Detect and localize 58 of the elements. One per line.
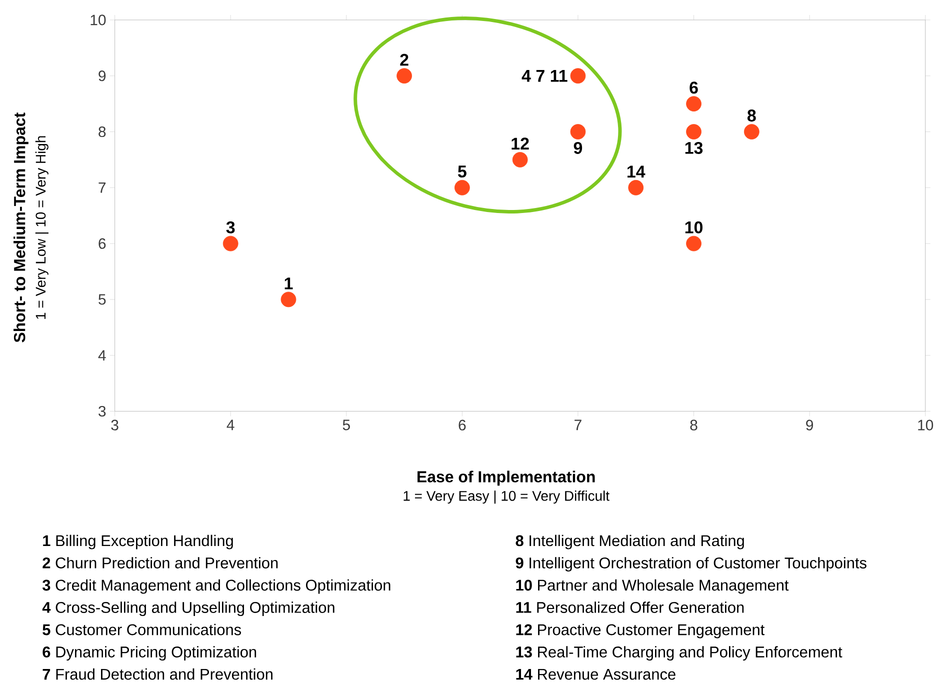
text: 5 Customer Communications: [42, 624, 242, 636]
annotation: 13: [685, 142, 703, 154]
text: 6 Dynamic Pricing Optimization: [42, 646, 256, 661]
text: 3 Credit Management and Collections Optimization: [42, 579, 390, 594]
point: [744, 124, 760, 140]
y-tick-label: 5: [98, 294, 106, 305]
annotation: 9: [574, 142, 582, 154]
y-tick-label: 8: [98, 126, 106, 138]
y-axis-title: Short- to Medium-Term Impact: [14, 112, 28, 342]
y-tick-label: 10: [90, 14, 106, 26]
point: [222, 236, 238, 252]
text: 10 Partner and Wholesale Management: [516, 579, 789, 594]
y-tick-label: 9: [98, 70, 106, 82]
point: [512, 152, 528, 168]
text: 1 = Very Low | 10 = Very High: [35, 136, 48, 319]
x-tick-label: 8: [690, 420, 698, 430]
annotation: 3: [226, 221, 235, 234]
annotation: 12: [512, 138, 529, 150]
point: [686, 236, 702, 252]
point: [396, 68, 412, 84]
text: 8 Intelligent Mediation and Rating: [516, 534, 744, 550]
annotation: 5: [458, 166, 466, 178]
text: 7 Fraud Detection and Prevention: [42, 668, 272, 680]
y-tick-label: 4: [98, 350, 106, 361]
annotation: 6: [690, 82, 698, 94]
x-tick-label: 4: [226, 420, 234, 430]
annotation: 1: [284, 278, 293, 290]
annotation: 2: [400, 54, 408, 66]
x-tick-label: 5: [342, 420, 350, 430]
x-tick-label: 6: [458, 420, 466, 430]
text: 9 Intelligent Orchestration of Customer Touchpoints: [516, 557, 866, 572]
text: 13 Real-Time Charging and Policy Enforcement: [516, 646, 842, 661]
annotation: 10: [685, 221, 702, 234]
text: 2 Churn Prediction and Prevention: [42, 557, 278, 569]
x-tick-label: 9: [806, 420, 814, 430]
point: [686, 124, 702, 140]
y-tick-label: 6: [98, 238, 106, 249]
y-tick-label: 3: [98, 406, 106, 417]
point: [628, 180, 644, 196]
annotation: 8: [747, 110, 756, 122]
point: [454, 180, 470, 196]
point: [570, 124, 586, 140]
annotation: 4 7 11: [522, 70, 568, 82]
text: 14 Revenue Assurance: [516, 669, 676, 680]
text: 11 Personalized Offer Generation: [516, 602, 744, 614]
x-tick-label: 10: [918, 420, 934, 430]
x-tick-label: 3: [111, 420, 118, 430]
x-tick-label: 7: [574, 420, 582, 430]
annotation: 14: [627, 166, 646, 178]
point: [570, 68, 586, 84]
text: 1 = Very Easy | 10 = Very Difficult: [404, 490, 610, 504]
text: 12 Proactive Customer Engagement: [516, 624, 765, 638]
text: 4 Cross-Selling and Upselling Optimization: [42, 602, 334, 616]
point: [280, 292, 296, 308]
x-axis-title: Ease of Implementation: [418, 470, 595, 486]
y-tick-label: 7: [98, 182, 106, 193]
text: 1 Billing Exception Handling: [43, 534, 233, 550]
point: [686, 96, 702, 112]
